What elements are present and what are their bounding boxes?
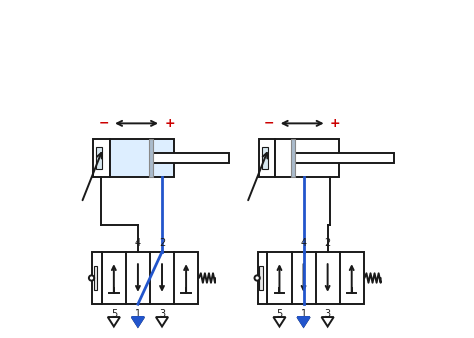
- Polygon shape: [156, 317, 168, 327]
- Bar: [109, 139, 174, 177]
- Polygon shape: [298, 317, 310, 327]
- Text: −: −: [264, 117, 274, 130]
- Text: 4: 4: [301, 238, 307, 248]
- Text: 1: 1: [135, 309, 141, 319]
- Bar: [262, 147, 268, 169]
- Text: 3: 3: [325, 309, 331, 319]
- Bar: [295, 152, 394, 164]
- Text: 1: 1: [301, 309, 307, 319]
- Polygon shape: [108, 317, 120, 327]
- Polygon shape: [321, 317, 334, 327]
- Text: 5: 5: [276, 309, 283, 319]
- Bar: [93, 139, 109, 177]
- Bar: [267, 252, 364, 304]
- Text: 3: 3: [159, 309, 165, 319]
- Text: −: −: [98, 117, 109, 130]
- Bar: [92, 252, 102, 304]
- Text: 4: 4: [135, 238, 141, 248]
- Bar: [259, 266, 263, 290]
- Bar: [102, 252, 198, 304]
- Text: +: +: [330, 117, 341, 130]
- Polygon shape: [298, 317, 310, 327]
- Text: +: +: [164, 117, 175, 130]
- Polygon shape: [132, 317, 144, 327]
- Text: 2: 2: [159, 238, 165, 248]
- Bar: [291, 139, 295, 177]
- Bar: [259, 139, 275, 177]
- Circle shape: [255, 275, 260, 281]
- Bar: [94, 266, 97, 290]
- Bar: [275, 139, 339, 177]
- Text: 2: 2: [325, 238, 331, 248]
- Polygon shape: [273, 317, 285, 327]
- Bar: [149, 139, 153, 177]
- Circle shape: [89, 275, 94, 281]
- Bar: [96, 147, 102, 169]
- Text: 5: 5: [111, 309, 117, 319]
- Polygon shape: [132, 317, 144, 327]
- Bar: [258, 252, 267, 304]
- Bar: [153, 152, 228, 164]
